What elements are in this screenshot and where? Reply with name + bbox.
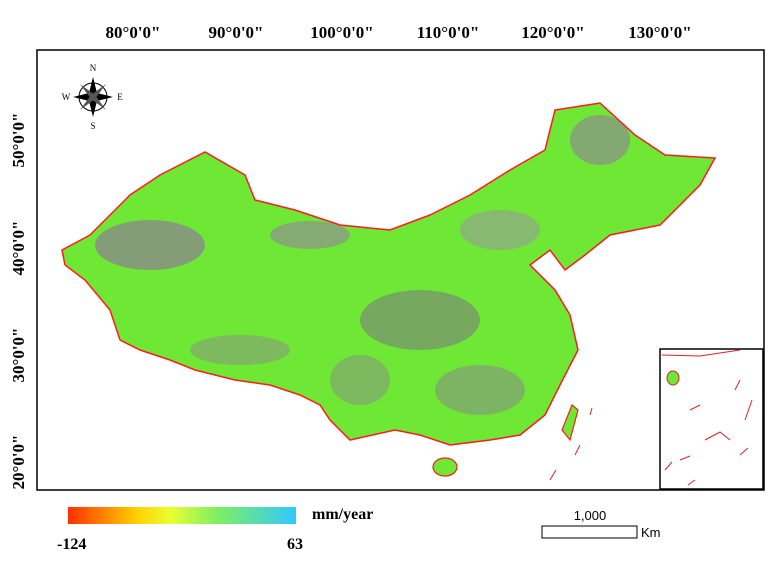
- compass-s: S: [90, 121, 95, 131]
- compass-n: N: [90, 63, 97, 73]
- scale-label: 1,000: [574, 508, 607, 523]
- latitude-label: 20°0'0": [9, 435, 28, 490]
- scale-unit: Km: [641, 525, 661, 540]
- latitude-labels: 50°0'0" 40°0'0" 30°0'0" 20°0'0": [9, 113, 28, 490]
- inset-islands: [661, 349, 753, 486]
- latitude-label: 40°0'0": [9, 221, 28, 276]
- longitude-labels: 80°0'0" 90°0'0" 100°0'0" 110°0'0" 120°0'0" 13…: [106, 23, 692, 42]
- legend-unit: mm/year: [312, 506, 373, 523]
- longitude-label: 80°0'0": [106, 23, 161, 42]
- longitude-label: 100°0'0": [310, 23, 373, 42]
- hainan: [432, 457, 458, 477]
- legend-ramp: [68, 507, 296, 524]
- latitude-label: 50°0'0": [9, 113, 28, 168]
- compass: [73, 77, 113, 117]
- inset-frame: [659, 348, 764, 490]
- latitude-label: 30°0'0": [9, 328, 28, 383]
- compass-w: W: [62, 92, 71, 102]
- longitude-label: 130°0'0": [628, 23, 691, 42]
- legend-max: 63: [287, 536, 303, 553]
- compass-e: E: [117, 92, 123, 102]
- legend-min: -124: [57, 536, 86, 553]
- scale-bar: [541, 525, 638, 539]
- longitude-label: 90°0'0": [209, 23, 264, 42]
- longitude-label: 110°0'0": [417, 23, 480, 42]
- islands: [549, 407, 593, 481]
- longitude-label: 120°0'0": [521, 23, 584, 42]
- taiwan: [561, 404, 579, 442]
